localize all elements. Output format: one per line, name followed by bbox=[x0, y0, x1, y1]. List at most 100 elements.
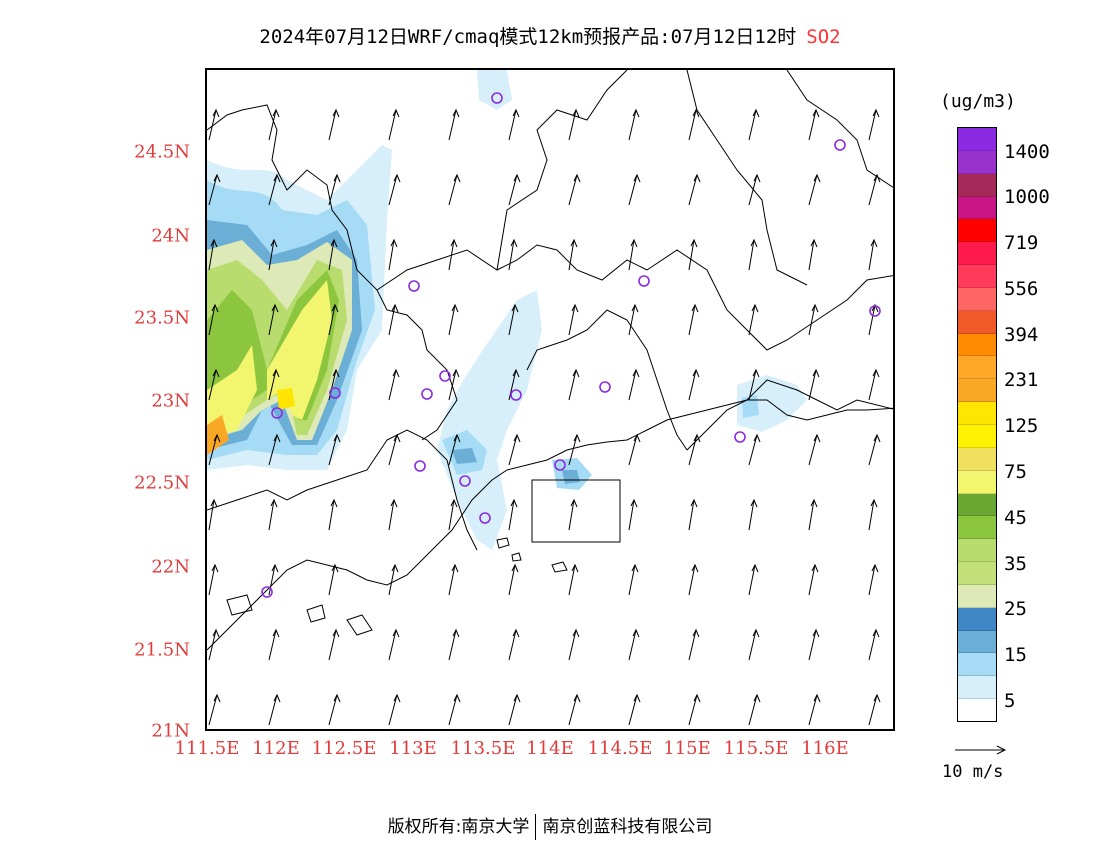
lon-tick-label: 112.5E bbox=[311, 738, 377, 759]
wind-arrow-shaft bbox=[508, 369, 517, 401]
lon-tick-label: 114.5E bbox=[587, 738, 653, 759]
wind-arrow-head bbox=[510, 498, 518, 508]
legend-color-segment bbox=[958, 333, 996, 357]
station-marker bbox=[421, 388, 433, 400]
wind-arrow-shaft bbox=[868, 109, 877, 141]
legend-label: 719 bbox=[1004, 232, 1039, 254]
wind-arrow-head bbox=[870, 238, 878, 248]
legend-label: 556 bbox=[1004, 278, 1039, 300]
wind-arrow-shaft bbox=[268, 369, 277, 401]
wind-arrow-shaft bbox=[868, 629, 877, 661]
wind-arrow-shaft bbox=[208, 109, 217, 141]
wind-arrow-shaft bbox=[688, 694, 698, 726]
wind-arrow-head bbox=[871, 303, 879, 313]
wind-arrow-head bbox=[750, 238, 758, 248]
wind-arrow-shaft bbox=[808, 629, 817, 661]
wind-arrow-shaft bbox=[268, 239, 275, 271]
wind-arrow-head bbox=[811, 563, 819, 573]
wind-arrow-head bbox=[513, 433, 521, 443]
wind-arrow-head bbox=[273, 173, 281, 183]
title-main: 2024年07月12日WRF/cmaq模式12km预报产品:07月12日12时 bbox=[259, 26, 797, 48]
wind-arrow-shaft bbox=[568, 434, 578, 466]
wind-arrow-shaft bbox=[448, 499, 455, 531]
wind-arrow-shaft bbox=[688, 239, 695, 271]
coastline bbox=[207, 399, 893, 651]
island-1 bbox=[496, 537, 510, 549]
legend-label: 394 bbox=[1004, 324, 1039, 346]
wind-arrow-head bbox=[272, 108, 280, 118]
wind-arrow-head bbox=[810, 238, 818, 248]
wind-arrow-head bbox=[333, 173, 341, 183]
legend-label: 35 bbox=[1004, 553, 1027, 575]
station-marker bbox=[459, 475, 471, 487]
wind-arrow-shaft bbox=[568, 369, 577, 401]
province-boundary bbox=[207, 104, 458, 441]
wind-arrow-shaft bbox=[688, 629, 697, 661]
wind-arrow-head bbox=[872, 108, 880, 118]
wind-arrow-shaft bbox=[868, 239, 875, 271]
wind-arrow-head bbox=[270, 498, 278, 508]
wind-arrow-head bbox=[753, 173, 761, 183]
hong-kong-box bbox=[531, 479, 621, 543]
wind-arrow-shaft bbox=[868, 434, 878, 466]
wind-arrow-head bbox=[452, 368, 460, 378]
wind-arrow-head bbox=[571, 563, 579, 573]
lat-tick-label: 24.5N bbox=[134, 141, 190, 163]
wind-arrow-shaft bbox=[448, 109, 457, 141]
wind-arrow-head bbox=[873, 433, 881, 443]
wind-arrow-shaft bbox=[328, 304, 336, 336]
wind-arrow-shaft bbox=[208, 434, 218, 466]
wind-arrow-shaft bbox=[628, 109, 637, 141]
wind-arrow-head bbox=[633, 173, 641, 183]
wind-arrow-head bbox=[332, 628, 340, 638]
wind-arrow-shaft bbox=[448, 239, 455, 271]
wind-arrow-head bbox=[572, 108, 580, 118]
legend-unit: (ug/m3) bbox=[940, 91, 1016, 112]
wind-arrow-shaft bbox=[568, 109, 577, 141]
wind-arrow-head bbox=[810, 498, 818, 508]
wind-arrow-shaft bbox=[688, 109, 697, 141]
lon-tick-label: 112E bbox=[252, 738, 300, 759]
copyright-right: 南京创蓝科技有限公司 bbox=[542, 817, 713, 837]
wind-arrow-shaft bbox=[688, 434, 698, 466]
legend-color-segment bbox=[958, 630, 996, 654]
wind-arrow-head bbox=[393, 433, 401, 443]
wind-arrow-head bbox=[753, 693, 761, 703]
station-marker bbox=[261, 586, 273, 598]
wind-arrow-shaft bbox=[508, 174, 518, 206]
county-boundary-3 bbox=[646, 249, 893, 351]
legend-color-segment bbox=[958, 356, 996, 380]
wind-arrow-shaft bbox=[328, 564, 336, 596]
legend-color-segment bbox=[958, 128, 996, 151]
wind-arrow-shaft bbox=[748, 499, 755, 531]
wind-arrow-shaft bbox=[268, 174, 278, 206]
wind-arrow-head bbox=[450, 498, 458, 508]
wind-arrow-shaft bbox=[868, 564, 876, 596]
wind-arrow-head bbox=[573, 693, 581, 703]
so2-plume-prd bbox=[437, 290, 542, 550]
wind-arrow-head bbox=[573, 433, 581, 443]
county-boundary-8 bbox=[686, 379, 893, 451]
chart-title: 2024年07月12日WRF/cmaq模式12km预报产品:07月12日12时 S… bbox=[0, 22, 1100, 49]
wind-arrow-head bbox=[513, 693, 521, 703]
wind-arrow-head bbox=[512, 368, 520, 378]
wind-arrow-head bbox=[811, 303, 819, 313]
wind-arrow-shaft bbox=[808, 239, 815, 271]
legend-color-segment bbox=[958, 607, 996, 631]
wind-arrow-shaft bbox=[568, 174, 578, 206]
wind-arrow-head bbox=[513, 173, 521, 183]
wind-arrow-head bbox=[872, 628, 880, 638]
wind-arrow-head bbox=[512, 628, 520, 638]
legend-label: 75 bbox=[1004, 461, 1027, 483]
wind-arrow-shaft bbox=[268, 304, 276, 336]
wind-arrow-shaft bbox=[208, 239, 215, 271]
county-boundary-5 bbox=[786, 70, 893, 188]
legend-label: 25 bbox=[1004, 598, 1027, 620]
wind-arrow-shaft bbox=[388, 369, 397, 401]
wind-arrow-shaft bbox=[568, 239, 575, 271]
county-boundary-2 bbox=[496, 70, 628, 271]
wind-arrow-head bbox=[271, 563, 279, 573]
wind-arrow-head bbox=[211, 563, 219, 573]
wind-arrow-head bbox=[871, 563, 879, 573]
wind-arrow-head bbox=[873, 693, 881, 703]
